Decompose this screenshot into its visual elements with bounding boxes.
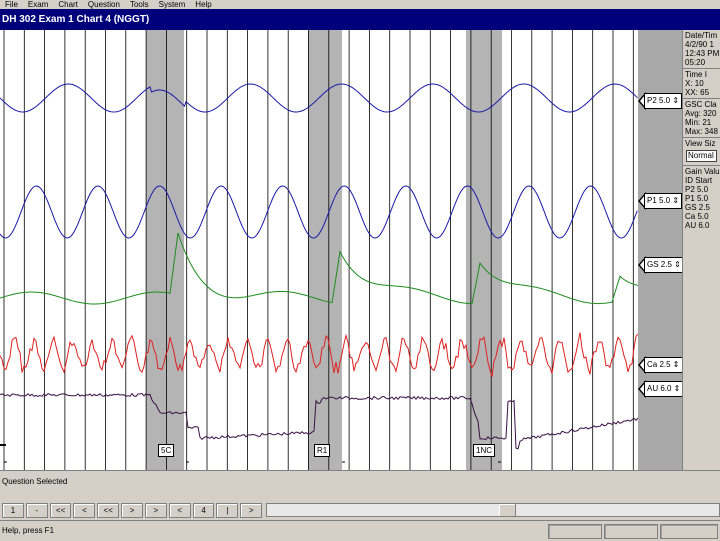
menu-file[interactable]: File xyxy=(5,0,18,9)
question-zone-band xyxy=(466,30,502,470)
nav-button[interactable]: 1 xyxy=(2,502,24,518)
view-size-select[interactable]: Normal xyxy=(686,150,717,162)
gsc-heading: GSC Cla xyxy=(685,100,717,109)
menu-exam[interactable]: Exam xyxy=(27,0,49,9)
question-marker-5c[interactable]: 5C xyxy=(158,444,175,457)
chart-canvas xyxy=(0,30,638,470)
question-zone-band xyxy=(146,30,184,470)
menu-help[interactable]: Help xyxy=(195,0,212,9)
date-line: 4/2/90 1 xyxy=(685,40,714,49)
chart-horizontal-scrollbar[interactable] xyxy=(266,503,720,517)
info-side-panel: Date/Tim 4/2/90 1 12:43 PM 05:20 Time I … xyxy=(682,30,720,470)
pointer-arrow-icon xyxy=(638,380,646,398)
channel-label-p2: P2 5.0 ⇕ xyxy=(644,93,683,109)
trace-p2 xyxy=(0,83,638,113)
gain-value-au: AU 6.0 xyxy=(685,221,710,230)
gsc-avg: Avg: 320 xyxy=(685,109,717,118)
gsc-max: Max: 348 xyxy=(685,127,718,136)
view-size-group: View Siz Normal xyxy=(683,138,720,166)
navigation-toolbar: 1 - << < << > > < 4 | > xyxy=(0,500,720,520)
menu-chart[interactable]: Chart xyxy=(58,0,78,9)
channel-label-au: AU 6.0 ⇕ xyxy=(644,381,684,397)
gain-subheading: ID Start xyxy=(685,176,713,185)
question-marker-r1[interactable]: R1 xyxy=(314,444,331,457)
stats-line: X: 10 xyxy=(685,79,704,88)
nav-button[interactable]: - xyxy=(25,502,48,518)
polygraph-chart[interactable]: 5C R1 1NC xyxy=(0,30,638,470)
status-pane xyxy=(604,524,658,539)
gain-value-ca: Ca 5.0 xyxy=(685,212,709,221)
status-pane xyxy=(548,524,602,539)
question-marker-1nc[interactable]: 1NC xyxy=(473,444,496,457)
menu-tools[interactable]: Tools xyxy=(129,0,149,9)
date-time-group: Date/Tim 4/2/90 1 12:43 PM 05:20 xyxy=(683,30,720,69)
scrollbar-thumb[interactable] xyxy=(499,504,517,516)
gain-heading: Gain Valu xyxy=(685,167,720,176)
nav-button[interactable]: > xyxy=(121,502,143,518)
trace-gs xyxy=(0,232,638,305)
nav-button[interactable]: | xyxy=(216,502,239,518)
channel-label-gs: GS 2.5 ⇕ xyxy=(644,257,684,273)
question-marker[interactable] xyxy=(0,444,6,446)
question-status-row: Question Selected xyxy=(0,470,720,501)
trace-p1 xyxy=(0,185,638,239)
status-pane xyxy=(660,524,718,539)
menu-system[interactable]: System xyxy=(158,0,186,9)
stats-line: Time I xyxy=(685,70,707,79)
gain-value-gs: GS 2.5 xyxy=(685,203,710,212)
menu-question[interactable]: Question xyxy=(87,0,120,9)
nav-button[interactable]: << xyxy=(49,502,72,518)
nav-button[interactable]: > xyxy=(240,502,263,518)
gain-value-p1: P1 5.0 xyxy=(685,194,709,203)
date-heading: Date/Tim xyxy=(685,31,718,40)
stats-line: XX: 65 xyxy=(685,88,710,97)
time-line: 12:43 PM xyxy=(685,49,720,58)
stats-group: Time I X: 10 XX: 65 xyxy=(683,69,720,99)
gsc-min: Min: 21 xyxy=(685,118,712,127)
pointer-arrow-icon xyxy=(638,92,646,110)
nav-button[interactable]: 4 xyxy=(192,502,215,518)
gain-value-p2: P2 5.0 xyxy=(685,185,709,194)
pointer-arrow-icon xyxy=(638,356,646,374)
gsc-group: GSC Cla Avg: 320 Min: 21 Max: 348 xyxy=(683,99,720,138)
nav-button[interactable]: < xyxy=(73,502,96,518)
nav-button[interactable]: < xyxy=(168,502,191,518)
menu-bar: File Exam Chart Question Tools System He… xyxy=(0,0,720,9)
view-size-heading: View Siz xyxy=(685,139,716,148)
pointer-arrow-icon xyxy=(638,256,646,274)
trace-ca xyxy=(0,332,638,377)
nav-button[interactable]: > xyxy=(144,502,167,518)
channel-label-ca: Ca 2.5 ⇕ xyxy=(644,357,683,373)
status-help-text: Help, press F1 xyxy=(2,526,55,535)
pointer-arrow-icon xyxy=(638,192,646,210)
channel-label-p1: P1 5.0 ⇕ xyxy=(644,193,683,209)
nav-button[interactable]: << xyxy=(97,502,120,518)
status-bar: Help, press F1 xyxy=(0,520,720,541)
duration-line: 05:20 xyxy=(685,58,706,67)
question-status-text: Question Selected xyxy=(2,477,68,486)
trace-au xyxy=(0,392,638,450)
channel-label-strip: P2 5.0 ⇕ P1 5.0 ⇕ GS 2.5 ⇕ Ca 2.5 ⇕ AU 6… xyxy=(638,30,684,470)
gain-values-group: Gain Valu ID Start P2 5.0 P1 5.0 GS 2.5 … xyxy=(683,166,720,231)
question-zone-band xyxy=(308,30,342,470)
chart-title-bar: DH 302 Exam 1 Chart 4 (NGGT) xyxy=(0,9,720,30)
